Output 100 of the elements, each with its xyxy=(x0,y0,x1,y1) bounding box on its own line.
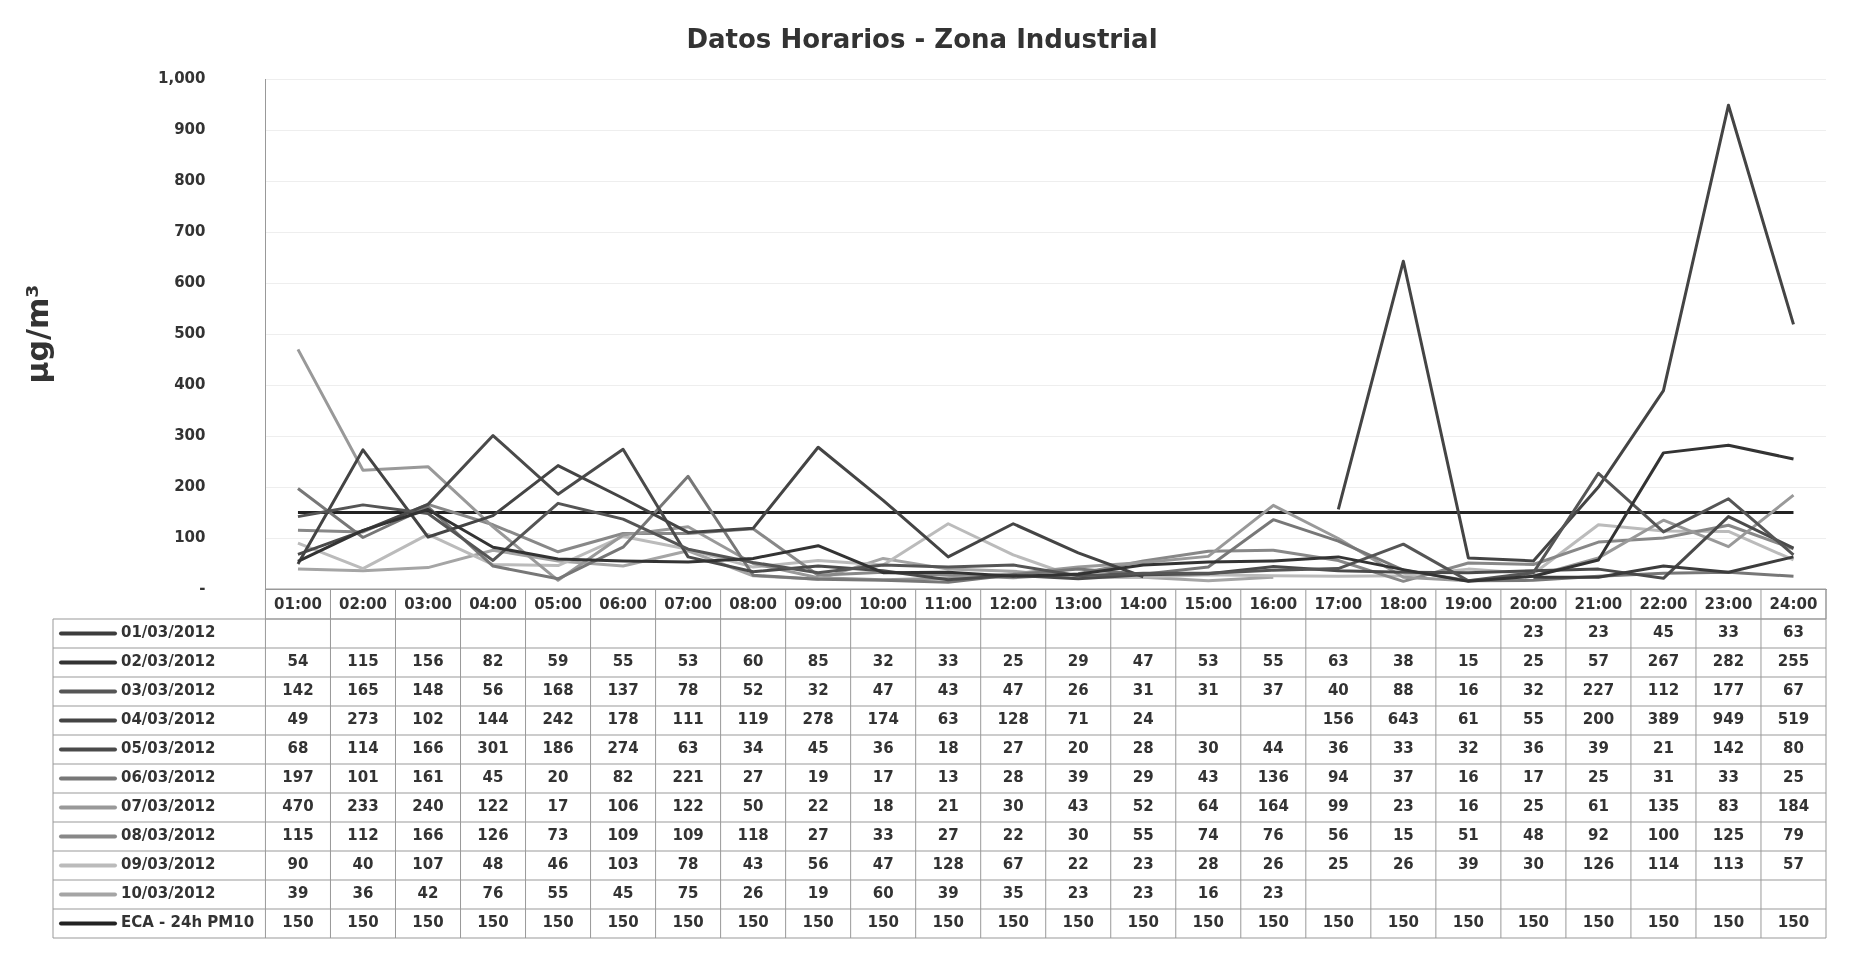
data-label: 28 xyxy=(1132,739,1154,758)
data-label: 122 xyxy=(672,797,704,816)
data-label: 273 xyxy=(347,710,379,729)
data-label: 150 xyxy=(1582,913,1615,932)
data-label: 26 xyxy=(1392,855,1414,874)
data-label: 106 xyxy=(607,797,639,816)
data-label: 47 xyxy=(872,855,894,874)
data-label: 200 xyxy=(1582,710,1615,729)
data-label: 57 xyxy=(1587,652,1609,671)
data-label: 109 xyxy=(607,826,639,845)
x-tick-label: 16:00 xyxy=(1249,594,1298,613)
data-label: 186 xyxy=(542,739,574,758)
data-label: 45 xyxy=(482,768,504,787)
data-label: 643 xyxy=(1387,710,1420,729)
data-label: 42 xyxy=(417,884,439,903)
data-label: 88 xyxy=(1392,681,1414,700)
legend-label: 10/03/2012 xyxy=(121,884,216,903)
data-label: 111 xyxy=(672,710,704,729)
data-label: 67 xyxy=(1002,855,1024,874)
data-label: 17 xyxy=(547,797,569,816)
data-label: 45 xyxy=(807,739,829,758)
data-label: 18 xyxy=(937,739,959,758)
y-tick-label: 200 xyxy=(174,476,206,495)
data-label: 28 xyxy=(1002,768,1024,787)
data-label: 47 xyxy=(872,681,894,700)
data-label: 78 xyxy=(677,855,699,874)
legend-label: 03/03/2012 xyxy=(121,681,216,700)
data-label: 128 xyxy=(997,710,1029,729)
data-label: 45 xyxy=(612,884,634,903)
data-label: 37 xyxy=(1392,768,1414,787)
data-label: 55 xyxy=(612,652,634,671)
data-label: 27 xyxy=(742,768,764,787)
data-label: 35 xyxy=(1002,884,1024,903)
data-label: 112 xyxy=(347,826,379,845)
data-label: 274 xyxy=(607,739,639,758)
data-label: 25 xyxy=(1522,652,1544,671)
data-label: 161 xyxy=(412,768,444,787)
data-label: 150 xyxy=(1387,913,1420,932)
legend-label: 09/03/2012 xyxy=(121,855,216,874)
data-label: 99 xyxy=(1327,797,1349,816)
data-label: 144 xyxy=(477,710,509,729)
data-label: 168 xyxy=(542,681,574,700)
data-label: 102 xyxy=(412,710,444,729)
data-label: 126 xyxy=(477,826,509,845)
data-label: 164 xyxy=(1257,797,1289,816)
data-label: 48 xyxy=(482,855,504,874)
data-label: 150 xyxy=(802,913,834,932)
data-label: 22 xyxy=(1067,855,1089,874)
legend-label: 02/03/2012 xyxy=(121,652,216,671)
data-label: 36 xyxy=(872,739,894,758)
data-label: 174 xyxy=(867,710,899,729)
data-label: 74 xyxy=(1197,826,1219,845)
chart-title: Datos Horarios - Zona Industrial xyxy=(686,24,1158,55)
data-label: 94 xyxy=(1327,768,1349,787)
data-label: 150 xyxy=(737,913,769,932)
data-label: 17 xyxy=(872,768,894,787)
data-label: 103 xyxy=(607,855,639,874)
data-label: 137 xyxy=(607,681,639,700)
data-label: 60 xyxy=(872,884,894,903)
data-label: 53 xyxy=(677,652,699,671)
data-label: 113 xyxy=(1712,855,1745,874)
data-label: 25 xyxy=(1783,768,1804,787)
data-label: 142 xyxy=(282,681,314,700)
data-label: 165 xyxy=(347,681,379,700)
data-label: 45 xyxy=(1653,623,1674,642)
data-label: 39 xyxy=(287,884,309,903)
data-label: 40 xyxy=(352,855,374,874)
data-label: 67 xyxy=(1783,681,1804,700)
data-label: 389 xyxy=(1647,710,1680,729)
data-label: 150 xyxy=(1452,913,1485,932)
data-label: 27 xyxy=(1002,739,1024,758)
data-label: 29 xyxy=(1132,768,1154,787)
data-label: 80 xyxy=(1783,739,1804,758)
data-label: 16 xyxy=(1197,884,1219,903)
data-label: 115 xyxy=(347,652,379,671)
data-label: 16 xyxy=(1457,797,1479,816)
data-label: 22 xyxy=(1002,826,1024,845)
data-label: 92 xyxy=(1587,826,1609,845)
y-tick-label: 500 xyxy=(174,323,206,342)
data-label: 71 xyxy=(1067,710,1089,729)
data-label: 83 xyxy=(1718,797,1739,816)
data-label: 150 xyxy=(1192,913,1224,932)
data-label: 52 xyxy=(1132,797,1154,816)
data-label: 166 xyxy=(412,826,444,845)
data-label: 115 xyxy=(282,826,314,845)
data-label: 156 xyxy=(1322,710,1354,729)
data-label: 49 xyxy=(287,710,309,729)
data-label: 19 xyxy=(807,768,829,787)
data-label: 136 xyxy=(1257,768,1289,787)
data-label: 46 xyxy=(547,855,569,874)
y-tick-label: 400 xyxy=(174,374,206,393)
data-label: 26 xyxy=(1067,681,1089,700)
y-tick-label: 700 xyxy=(174,222,206,241)
data-label: 61 xyxy=(1457,710,1479,729)
data-label: 44 xyxy=(1262,739,1284,758)
data-label: 119 xyxy=(737,710,769,729)
data-label: 36 xyxy=(352,884,374,903)
data-label: 31 xyxy=(1132,681,1154,700)
data-label: 26 xyxy=(1262,855,1284,874)
data-label: 267 xyxy=(1647,652,1680,671)
